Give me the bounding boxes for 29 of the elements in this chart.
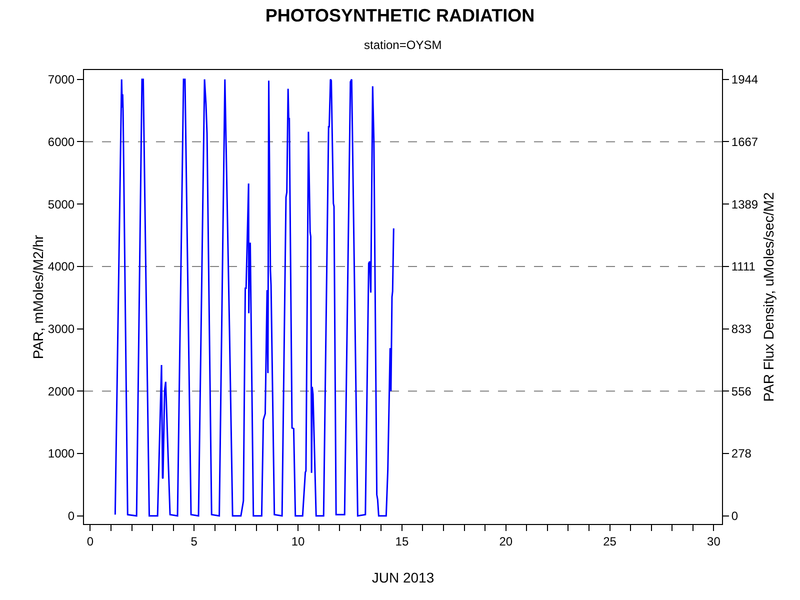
x-axis-title: JUN 2013 — [372, 570, 434, 586]
y-tick-label: 1000 — [48, 446, 75, 461]
y2-tick-label: 1111 — [731, 260, 756, 274]
y2-tick-label: 0 — [731, 509, 738, 524]
chart-subtitle: station=OYSM — [364, 38, 442, 52]
x-tick-label: 20 — [499, 534, 513, 548]
y2-tick-label: 1389 — [731, 197, 758, 212]
x-tick-label: 30 — [707, 534, 721, 548]
y-axis-title: PAR, mMoles/M2/hr — [30, 234, 46, 360]
chart-title: PHOTOSYNTHETIC RADIATION — [265, 6, 535, 26]
y2-axis-title: PAR Flux Density, uMoles/sec/M2 — [760, 192, 776, 402]
y-tick-label: 7000 — [48, 72, 75, 87]
y-tick-label: 5000 — [48, 197, 75, 212]
y2-tick-label: 1667 — [731, 134, 758, 149]
y2-tick-label: 1944 — [731, 72, 758, 87]
x-tick-label: 10 — [291, 534, 306, 548]
y-tick-label: 4000 — [48, 260, 75, 274]
y2-tick-label: 833 — [731, 322, 752, 336]
y-tick-label: 0 — [68, 509, 75, 524]
y-tick-label: 2000 — [48, 384, 75, 398]
x-tick-label: 5 — [190, 534, 198, 548]
x-tick-label: 0 — [86, 534, 94, 548]
x-tick-label: 15 — [395, 534, 409, 548]
y-tick-label: 3000 — [48, 322, 75, 336]
y2-tick-label: 556 — [731, 384, 752, 398]
x-tick-label: 25 — [603, 534, 617, 548]
line-series — [114, 78, 394, 517]
y-tick-label: 6000 — [48, 134, 75, 149]
y2-tick-label: 278 — [731, 446, 752, 461]
